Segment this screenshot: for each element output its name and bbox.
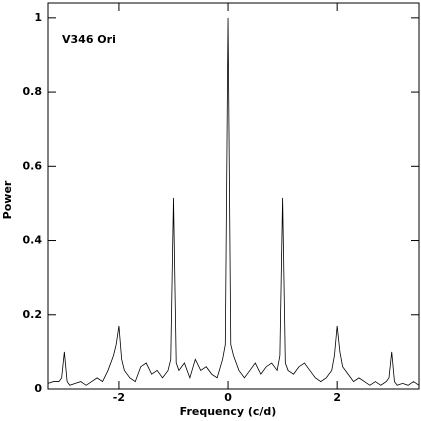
y-tick-label: 0.6 (23, 159, 43, 172)
x-tick-label: -2 (113, 391, 125, 404)
x-tick-label: 2 (333, 391, 341, 404)
y-tick-label: 0.4 (23, 234, 43, 247)
y-tick-label: 1 (34, 11, 42, 24)
y-tick-label: 0.8 (23, 85, 43, 98)
y-axis-label: Power (1, 180, 14, 219)
x-axis-label: Frequency (c/d) (180, 405, 277, 418)
annotation: V346 Ori (62, 33, 116, 46)
y-tick-label: 0 (34, 382, 42, 395)
x-tick-label: 0 (224, 391, 232, 404)
plot-frame (47, 2, 420, 390)
power-line (47, 17, 420, 386)
y-tick-label: 0.2 (23, 308, 43, 321)
